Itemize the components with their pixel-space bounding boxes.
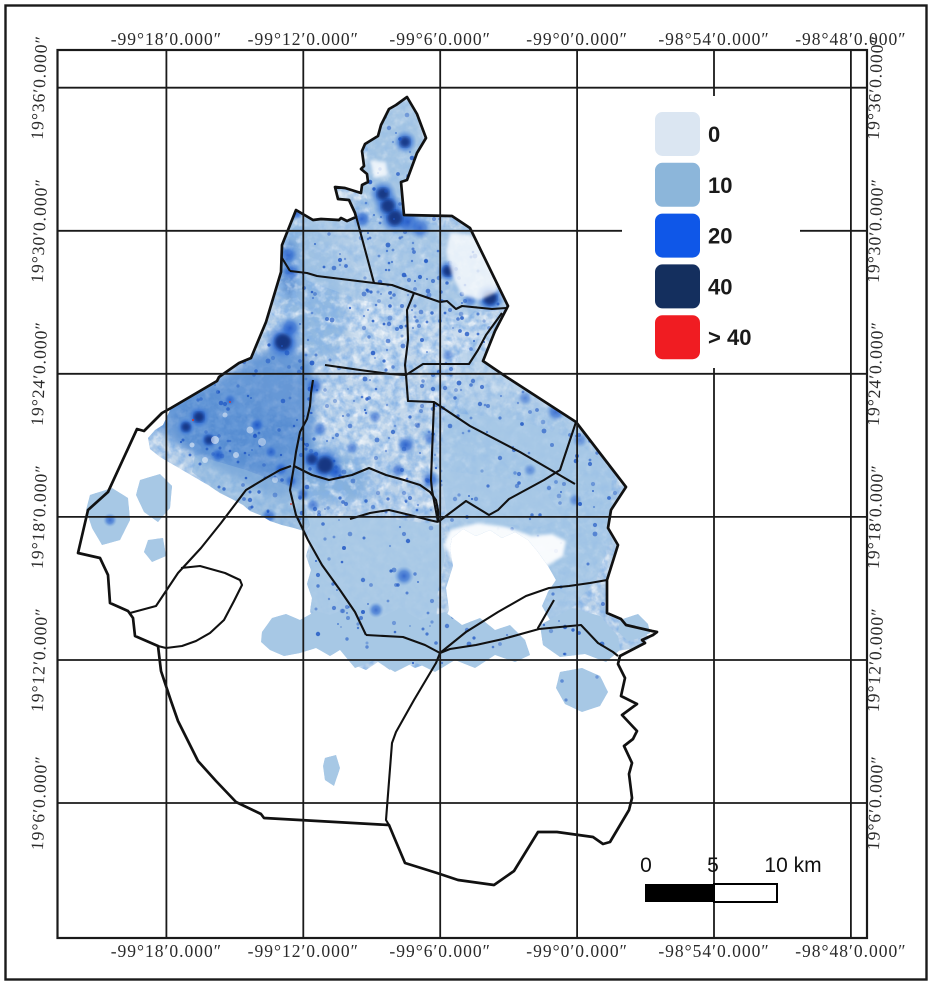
svg-text:19°30′0.000″: 19°30′0.000″ <box>27 178 52 283</box>
svg-text:19°6′0.000″: 19°6′0.000″ <box>27 755 51 851</box>
svg-text:19°36′0.000″: 19°36′0.000″ <box>27 35 52 140</box>
svg-text:> 40: > 40 <box>708 325 751 350</box>
svg-text:-98°48′0.000″: -98°48′0.000″ <box>795 29 906 49</box>
svg-text:-99°0′0.000″: -99°0′0.000″ <box>526 941 628 961</box>
svg-text:19°18′0.000″: 19°18′0.000″ <box>863 464 888 569</box>
svg-text:-99°6′0.000″: -99°6′0.000″ <box>389 941 491 961</box>
svg-text:-98°54′0.000″: -98°54′0.000″ <box>658 941 769 961</box>
svg-text:-99°12′0.000″: -99°12′0.000″ <box>248 29 359 49</box>
svg-text:19°30′0.000″: 19°30′0.000″ <box>863 178 888 283</box>
svg-text:-99°12′0.000″: -99°12′0.000″ <box>248 941 359 961</box>
svg-text:0: 0 <box>708 122 720 147</box>
svg-text:-98°48′0.000″: -98°48′0.000″ <box>795 941 906 961</box>
svg-text:-99°18′0.000″: -99°18′0.000″ <box>111 941 222 961</box>
svg-text:10 km: 10 km <box>764 854 821 877</box>
svg-text:-99°0′0.000″: -99°0′0.000″ <box>526 29 628 49</box>
svg-text:-98°54′0.000″: -98°54′0.000″ <box>658 29 769 49</box>
svg-text:40: 40 <box>708 274 732 299</box>
svg-text:19°36′0.000″: 19°36′0.000″ <box>863 35 888 140</box>
svg-text:19°12′0.000″: 19°12′0.000″ <box>27 607 52 712</box>
svg-text:-99°18′0.000″: -99°18′0.000″ <box>111 29 222 49</box>
svg-text:19°6′0.000″: 19°6′0.000″ <box>863 755 887 851</box>
svg-text:19°12′0.000″: 19°12′0.000″ <box>863 607 888 712</box>
svg-text:0: 0 <box>640 854 652 877</box>
svg-text:20: 20 <box>708 224 732 249</box>
svg-text:19°18′0.000″: 19°18′0.000″ <box>27 464 52 569</box>
svg-text:5: 5 <box>707 854 719 877</box>
svg-text:10: 10 <box>708 173 732 198</box>
svg-text:-99°6′0.000″: -99°6′0.000″ <box>389 29 491 49</box>
svg-text:19°24′0.000″: 19°24′0.000″ <box>863 321 888 426</box>
svg-text:19°24′0.000″: 19°24′0.000″ <box>27 321 52 426</box>
